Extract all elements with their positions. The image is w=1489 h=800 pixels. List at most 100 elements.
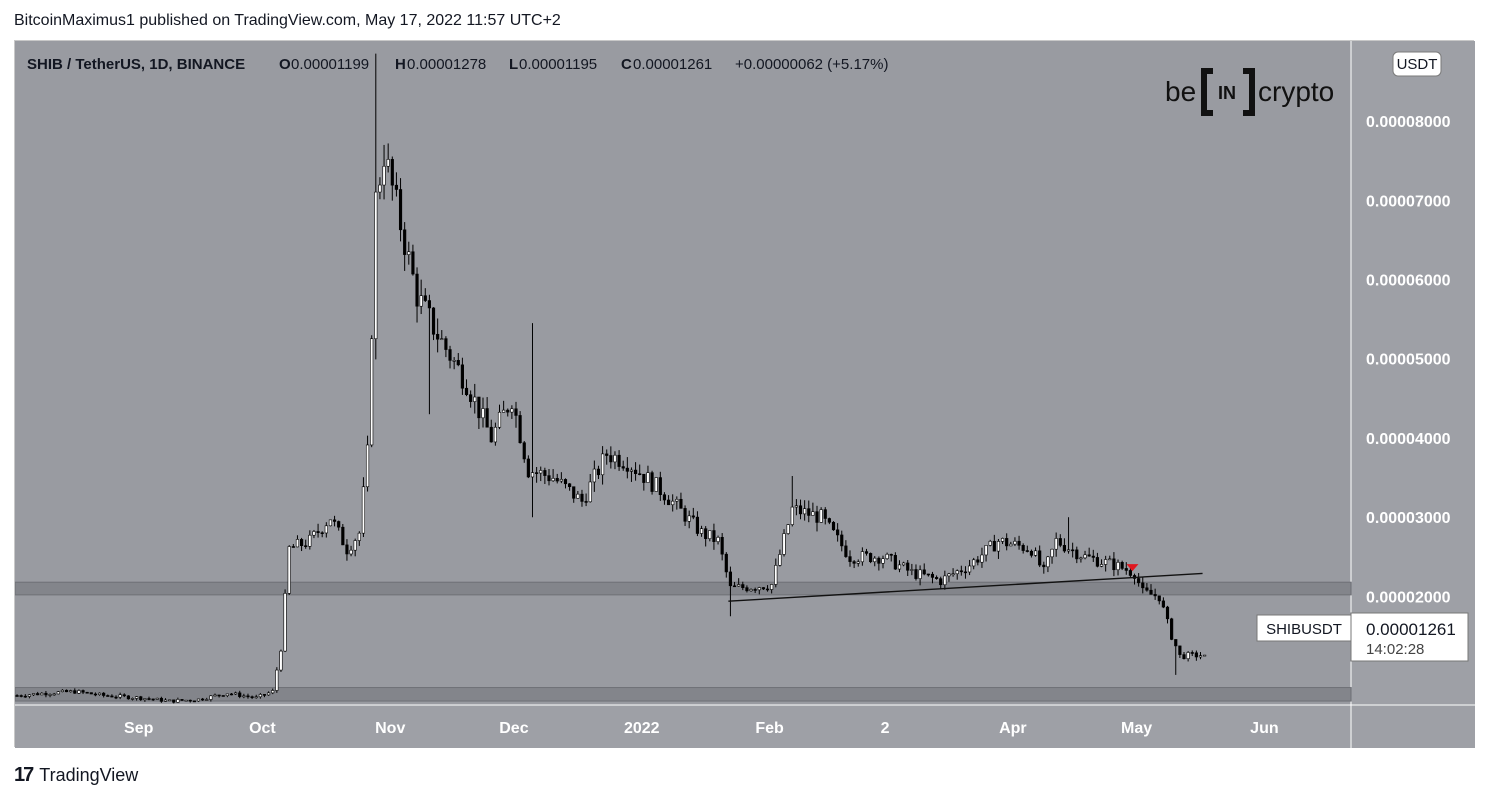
candle: [980, 547, 984, 568]
candle: [143, 698, 147, 702]
candle-body: [44, 692, 48, 696]
candle: [31, 693, 36, 696]
candle: [1042, 561, 1046, 574]
x-tick-label: 2022: [624, 720, 660, 737]
candle: [110, 694, 114, 698]
chart-frame: 0.00008000 0.00007000 0.00006000 0.00005000…: [14, 40, 1475, 748]
candle: [926, 573, 930, 577]
candle: [757, 586, 761, 595]
publication-header: BitcoinMaximus1 published on TradingView…: [14, 12, 561, 29]
candle-body: [996, 541, 1001, 552]
candle: [328, 519, 333, 527]
candle: [1025, 545, 1029, 553]
candle: [551, 469, 555, 482]
candle-body: [1104, 559, 1108, 565]
candle-body: [201, 698, 205, 701]
candle-body: [930, 573, 935, 578]
candle-body: [687, 515, 691, 522]
candle: [914, 564, 918, 581]
candle-body: [551, 478, 555, 482]
candle-body: [320, 532, 324, 534]
candle: [1029, 549, 1034, 558]
candle-body: [85, 691, 89, 694]
plot-area: [15, 41, 1351, 705]
candle-body: [1149, 589, 1153, 595]
candle-body: [728, 571, 732, 587]
candle-body: [176, 699, 180, 703]
candle-body: [1124, 568, 1128, 571]
candle: [844, 540, 848, 558]
candle: [81, 689, 85, 695]
candle: [481, 397, 485, 428]
candle: [469, 390, 473, 408]
candle: [316, 523, 320, 538]
candle: [658, 471, 662, 501]
candle-body: [60, 689, 64, 693]
candle: [1137, 573, 1141, 587]
price-chart[interactable]: 0.00008000 0.00007000 0.00006000 0.00005000…: [15, 41, 1475, 748]
candle: [209, 695, 213, 702]
candle-body: [77, 690, 81, 694]
candle: [782, 529, 786, 557]
x-tick-label: Apr: [999, 720, 1027, 737]
y-tick-label: 0.00003000: [1366, 510, 1451, 527]
candle-body: [1079, 557, 1083, 560]
candle-body: [634, 469, 638, 474]
candle: [126, 695, 130, 700]
candle-body: [716, 537, 720, 542]
candle: [724, 552, 728, 578]
candle: [798, 499, 803, 520]
y-tick-label: 0.00007000: [1366, 193, 1451, 210]
candle: [390, 156, 394, 201]
candle-body: [110, 695, 114, 698]
candle-body: [452, 360, 456, 362]
candle: [918, 565, 922, 586]
candle: [436, 318, 440, 353]
candle-body: [737, 584, 741, 587]
candle: [151, 698, 155, 702]
candle-body: [502, 409, 506, 413]
candle-body: [386, 159, 390, 167]
candle-body: [1141, 582, 1145, 589]
candle: [291, 543, 295, 548]
price-tag-countdown: 14:02:28: [1366, 641, 1424, 658]
candle-body: [1054, 538, 1058, 550]
candle-body: [473, 396, 477, 402]
candle-body: [308, 534, 312, 547]
candle: [592, 460, 596, 492]
candle: [935, 575, 939, 580]
candle: [73, 688, 77, 694]
currency-badge[interactable]: USDT: [1397, 56, 1438, 73]
candle-body: [238, 692, 242, 697]
candle-body: [844, 545, 848, 557]
candle-body: [815, 511, 819, 523]
candle-body: [786, 524, 790, 534]
candle: [1186, 651, 1190, 662]
candle: [972, 557, 976, 570]
candle-body: [361, 486, 366, 534]
candle: [1005, 533, 1009, 551]
candle: [576, 490, 580, 499]
candle: [1112, 552, 1116, 577]
candle: [749, 588, 753, 592]
candle-body: [1157, 595, 1161, 602]
candle: [370, 335, 374, 448]
candle: [324, 522, 328, 538]
candle-body: [510, 408, 514, 413]
candle-body: [823, 509, 827, 519]
candle-body: [287, 546, 291, 594]
candle: [93, 692, 97, 697]
candle: [77, 689, 81, 694]
candle: [407, 241, 411, 265]
candle-body: [526, 458, 530, 478]
candle-body: [139, 696, 143, 701]
candle-body: [877, 557, 881, 564]
candle: [258, 692, 262, 699]
candle-body: [279, 650, 283, 671]
candle-body: [980, 554, 984, 563]
candle-body: [1161, 600, 1165, 608]
candle-body: [1058, 538, 1062, 546]
candle-body: [93, 693, 97, 696]
candle-body: [724, 553, 728, 573]
candle-body: [559, 479, 563, 482]
